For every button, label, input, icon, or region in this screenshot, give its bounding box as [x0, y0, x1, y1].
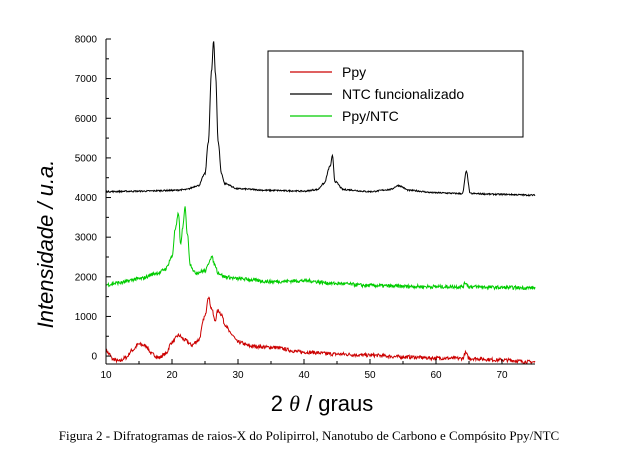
y-tick-label: 6000: [75, 114, 98, 125]
series-line-1: [105, 41, 536, 197]
legend-label: Ppy/NTC: [342, 108, 399, 124]
x-tick-label: 10: [100, 370, 112, 381]
legend-label: Ppy: [342, 64, 366, 80]
x-tick-label: 70: [496, 370, 508, 381]
y-tick-label: 3000: [75, 233, 98, 244]
series-line-0: [105, 296, 536, 366]
y-tick-label: 8000: [75, 35, 98, 46]
x-tick-label: 20: [166, 370, 178, 381]
x-tick-label: 60: [430, 370, 442, 381]
series-line-2: [105, 206, 536, 291]
x-axis-title-prefix: 2: [271, 391, 289, 416]
x-tick-label: 50: [364, 370, 376, 381]
x-axis-title-suffix: / graus: [300, 391, 373, 416]
y-tick-label: 1000: [75, 312, 98, 323]
y-tick-label: 5000: [75, 153, 98, 164]
figure-caption: Figura 2 - Difratogramas de raios-X do P…: [58, 428, 560, 443]
x-tick-label: 30: [232, 370, 244, 381]
x-axis-title: 2 θ / graus: [271, 391, 374, 416]
y-tick-label: 0: [91, 352, 97, 363]
y-tick-label: 2000: [75, 272, 98, 283]
y-tick-label: 7000: [75, 74, 98, 85]
x-axis-title-symbol: θ: [289, 391, 300, 416]
y-axis-title: Intensidade / u.a.: [33, 160, 58, 329]
legend-label: NTC funcionalizado: [342, 86, 464, 102]
x-tick-label: 40: [298, 370, 310, 381]
y-tick-label: 4000: [75, 193, 98, 204]
